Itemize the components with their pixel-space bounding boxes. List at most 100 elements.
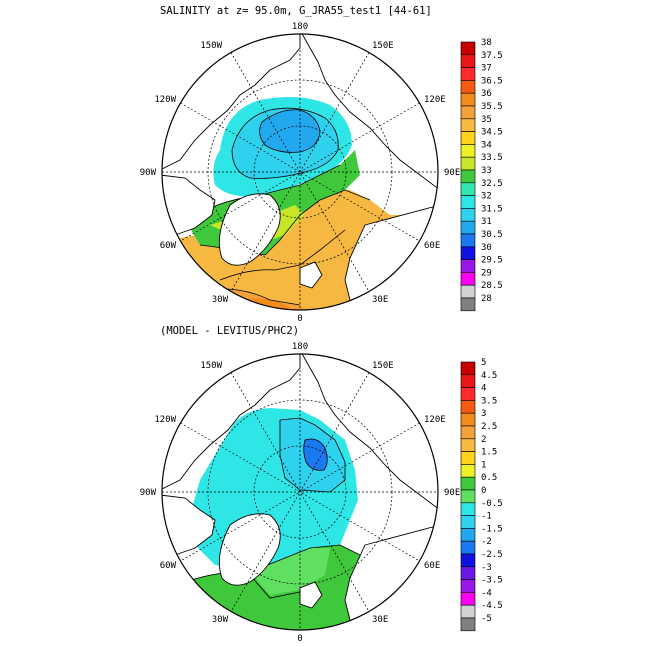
colorbar-swatch — [460, 131, 476, 145]
graticule — [162, 34, 438, 310]
lon-label-180: 180 — [292, 22, 308, 32]
colorbar-label: -4.5 — [481, 601, 503, 611]
colorbar-label: 2 — [481, 435, 486, 445]
graticule — [162, 354, 438, 630]
colorbar-swatch — [460, 451, 476, 465]
colorbar-label: 28.5 — [481, 281, 503, 291]
colorbar-swatch — [460, 41, 476, 56]
colorbar-label: 31.5 — [481, 204, 503, 214]
lon-label-30e: 30E — [372, 295, 388, 305]
colorbar-label: 37 — [481, 64, 492, 74]
salinity-colorbar: 38 37.5 37 36.5 36 35.5 35 34.5 34 33.5 33 32.5 32 31… — [460, 38, 503, 312]
colorbar-label: 2.5 — [481, 422, 497, 432]
lon-label-150e: 150E — [372, 361, 394, 371]
colorbar-swatch — [460, 579, 476, 593]
colorbar-label: 33.5 — [481, 153, 503, 163]
colorbar-swatch — [460, 617, 476, 632]
lon-label-60e: 60E — [424, 561, 440, 571]
colorbar-swatch — [460, 412, 476, 427]
colorbar-swatch — [460, 272, 476, 286]
colorbar-swatch — [460, 54, 476, 68]
lon-label-30e: 30E — [372, 615, 388, 625]
colorbar-swatch — [460, 515, 476, 529]
colorbar-swatch — [460, 566, 476, 580]
colorbar-label: 31 — [481, 217, 492, 227]
colorbar-label: 32 — [481, 192, 492, 202]
colorbar-swatch — [460, 297, 476, 312]
colorbar-label: 1 — [481, 460, 486, 470]
colorbar-label: 0 — [481, 486, 486, 496]
colorbar-swatch — [460, 374, 476, 388]
lon-label-120w: 120W — [154, 415, 176, 425]
colorbar-swatch — [460, 489, 476, 504]
colorbar-label: -3 — [481, 563, 492, 573]
colorbar-label: 3.5 — [481, 396, 497, 406]
colorbar-label: 35.5 — [481, 102, 503, 112]
colorbar-label: 29.5 — [481, 256, 503, 266]
colorbar-swatch — [460, 553, 476, 568]
colorbar-label: -1 — [481, 512, 492, 522]
colorbar-label: -1.5 — [481, 524, 503, 534]
lon-label-150w: 150W — [200, 361, 222, 371]
colorbar-label: 3 — [481, 409, 486, 419]
colorbar-label: -4 — [481, 588, 492, 598]
colorbar-swatch — [460, 208, 476, 222]
colorbar-swatch — [460, 284, 476, 299]
colorbar-swatch — [460, 438, 476, 452]
colorbar-label: -3.5 — [481, 576, 503, 586]
colorbar-swatch — [460, 182, 476, 196]
lon-label-60w: 60W — [160, 241, 177, 251]
colorbar-swatch — [460, 80, 476, 94]
colorbar-swatch — [460, 67, 476, 81]
lon-label-30w: 30W — [212, 615, 229, 625]
colorbar-label: 37.5 — [481, 51, 503, 61]
colorbar-label: -2 — [481, 537, 492, 547]
colorbar-label: 35 — [481, 115, 492, 125]
lon-label-30w: 30W — [212, 295, 229, 305]
lon-label-150w: 150W — [200, 41, 222, 51]
colorbar-label: 36.5 — [481, 76, 503, 86]
lon-label-60w: 60W — [160, 561, 177, 571]
colorbar-swatch — [460, 259, 476, 273]
map-boundary — [161, 353, 439, 631]
map-boundary — [161, 33, 439, 311]
difference-colorbar: 5 4.5 4 3.5 3 2.5 2 1.5 1 0.5 0 -0.5 -1 -1.5 -2 -2.5 -3 -… — [460, 358, 503, 632]
colorbar-label: 38 — [481, 38, 492, 48]
lon-label-180: 180 — [292, 342, 308, 352]
colorbar-swatch — [460, 156, 476, 171]
salinity-map-panel: SALINITY at z= 95.0m, G_JRA55_test1 [44-… — [140, 5, 503, 324]
lon-label-90e: 90E — [444, 488, 460, 498]
lon-label-120w: 120W — [154, 95, 176, 105]
difference-map-panel: (MODEL - LEVITUS/PHC2) — [140, 325, 503, 644]
colorbar-label: 1.5 — [481, 448, 497, 458]
colorbar-swatch — [460, 118, 476, 132]
colorbar-label: 28 — [481, 294, 492, 304]
colorbar-label: 34.5 — [481, 128, 503, 138]
colorbar-swatch — [460, 592, 476, 606]
colorbar-swatch — [460, 144, 476, 158]
colorbar-label: 30.5 — [481, 230, 503, 240]
colorbar-label: 33 — [481, 166, 492, 176]
colorbar-swatch — [460, 195, 476, 209]
colorbar-swatch — [460, 400, 476, 414]
lon-label-150e: 150E — [372, 41, 394, 51]
lon-label-90w: 90W — [140, 488, 157, 498]
colorbar-label: 32.5 — [481, 179, 503, 189]
lon-label-0: 0 — [297, 634, 302, 644]
colorbar-swatch — [460, 604, 476, 619]
colorbar-label: 4.5 — [481, 371, 497, 381]
lon-label-0: 0 — [297, 314, 302, 324]
colorbar-swatch — [460, 425, 476, 440]
colorbar-swatch — [460, 233, 476, 248]
colorbar-label: 4 — [481, 384, 486, 394]
colorbar-label: 36 — [481, 89, 492, 99]
colorbar-label: -5 — [481, 614, 492, 624]
colorbar-swatch — [460, 220, 476, 235]
colorbar-label: 29 — [481, 268, 492, 278]
lon-label-60e: 60E — [424, 241, 440, 251]
lon-label-120e: 120E — [424, 415, 446, 425]
colorbar-swatch — [460, 464, 476, 478]
colorbar-swatch — [460, 361, 476, 376]
colorbar-swatch — [460, 528, 476, 542]
colorbar-label: 0.5 — [481, 473, 497, 483]
